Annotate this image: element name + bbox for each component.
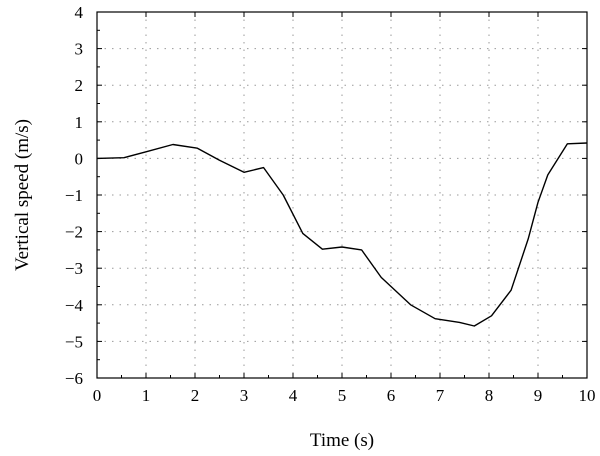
x-axis-title: Time (s) bbox=[310, 430, 374, 451]
y-tick-label: 3 bbox=[75, 40, 84, 59]
y-axis-title: Vertical speed (m/s) bbox=[12, 119, 33, 271]
y-tick-label: −6 bbox=[65, 369, 83, 388]
x-tick-label: 0 bbox=[93, 386, 102, 405]
x-tick-label: 4 bbox=[289, 386, 298, 405]
y-tick-label: −1 bbox=[65, 186, 83, 205]
x-tick-label: 6 bbox=[387, 386, 396, 405]
x-tick-label: 5 bbox=[338, 386, 347, 405]
x-tick-label: 8 bbox=[485, 386, 494, 405]
grid-lines bbox=[97, 12, 587, 378]
axis-ticks bbox=[96, 11, 588, 379]
x-tick-label: 1 bbox=[142, 386, 151, 405]
plot-frame bbox=[96, 11, 588, 379]
x-tick-label: 2 bbox=[191, 386, 200, 405]
y-tick-label: 1 bbox=[75, 113, 84, 132]
x-tick-label: 9 bbox=[534, 386, 543, 405]
y-tick-label: −5 bbox=[65, 332, 83, 351]
y-tick-label: −2 bbox=[65, 223, 83, 242]
x-tick-labels: 0 1 2 3 4 5 6 7 8 9 10 bbox=[93, 386, 596, 405]
series-lines bbox=[96, 142, 588, 327]
y-tick-label: −3 bbox=[65, 259, 83, 278]
x-tick-label: 7 bbox=[436, 386, 445, 405]
y-tick-label: −4 bbox=[65, 296, 84, 315]
series-line bbox=[96, 142, 588, 327]
x-tick-label: 3 bbox=[240, 386, 249, 405]
x-tick-label: 10 bbox=[579, 386, 596, 405]
y-tick-label: 2 bbox=[75, 76, 84, 95]
y-tick-labels: 4 3 2 1 0 −1 −2 −3 −4 −5 −6 bbox=[65, 3, 84, 388]
y-tick-label: 4 bbox=[75, 3, 84, 22]
y-tick-label: 0 bbox=[75, 149, 84, 168]
